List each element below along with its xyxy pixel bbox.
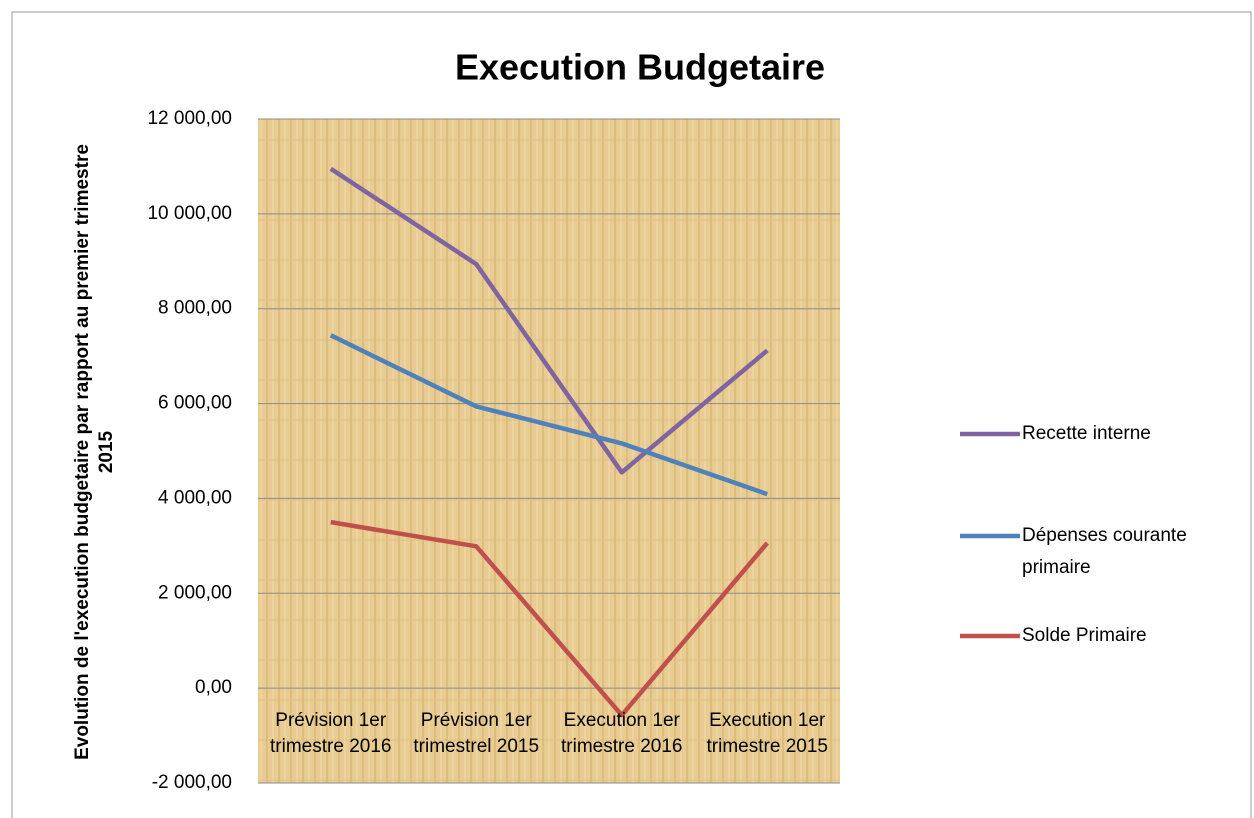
y-tick-label: 6 000,00 [158,393,232,414]
y-tick-label: 0,00 [195,677,232,698]
y-tick-label: 4 000,00 [158,487,232,508]
x-tick-label: Execution 1er trimestre 2015 [706,710,828,757]
y-tick-label: 10 000,00 [147,203,232,224]
y-tick-label: 8 000,00 [158,298,232,319]
y-tick-label: 12 000,00 [147,108,232,129]
x-tick-label: Prévision 1er trimestrel 2015 [413,710,540,757]
x-tick-label: Prévision 1er trimestre 2016 [270,710,392,757]
chart-border [11,11,1252,818]
y-tick-label: -2 000,00 [152,772,232,793]
legend-label: Dépenses courante primaire [1022,525,1187,578]
legend-label: Recette interne [1022,423,1151,444]
data-line [330,519,769,718]
y-axis-label: Evolution de l'execution budgetaire par … [72,144,117,760]
plot-area [258,119,840,783]
chart-title: Execution Budgetaire [455,47,825,88]
data-line [329,166,769,475]
y-tick-label: 2 000,00 [158,582,232,603]
data-line [329,333,768,497]
legend-label: Solde Primaire [1022,625,1147,646]
x-tick-label: Execution 1er trimestre 2016 [561,710,683,757]
